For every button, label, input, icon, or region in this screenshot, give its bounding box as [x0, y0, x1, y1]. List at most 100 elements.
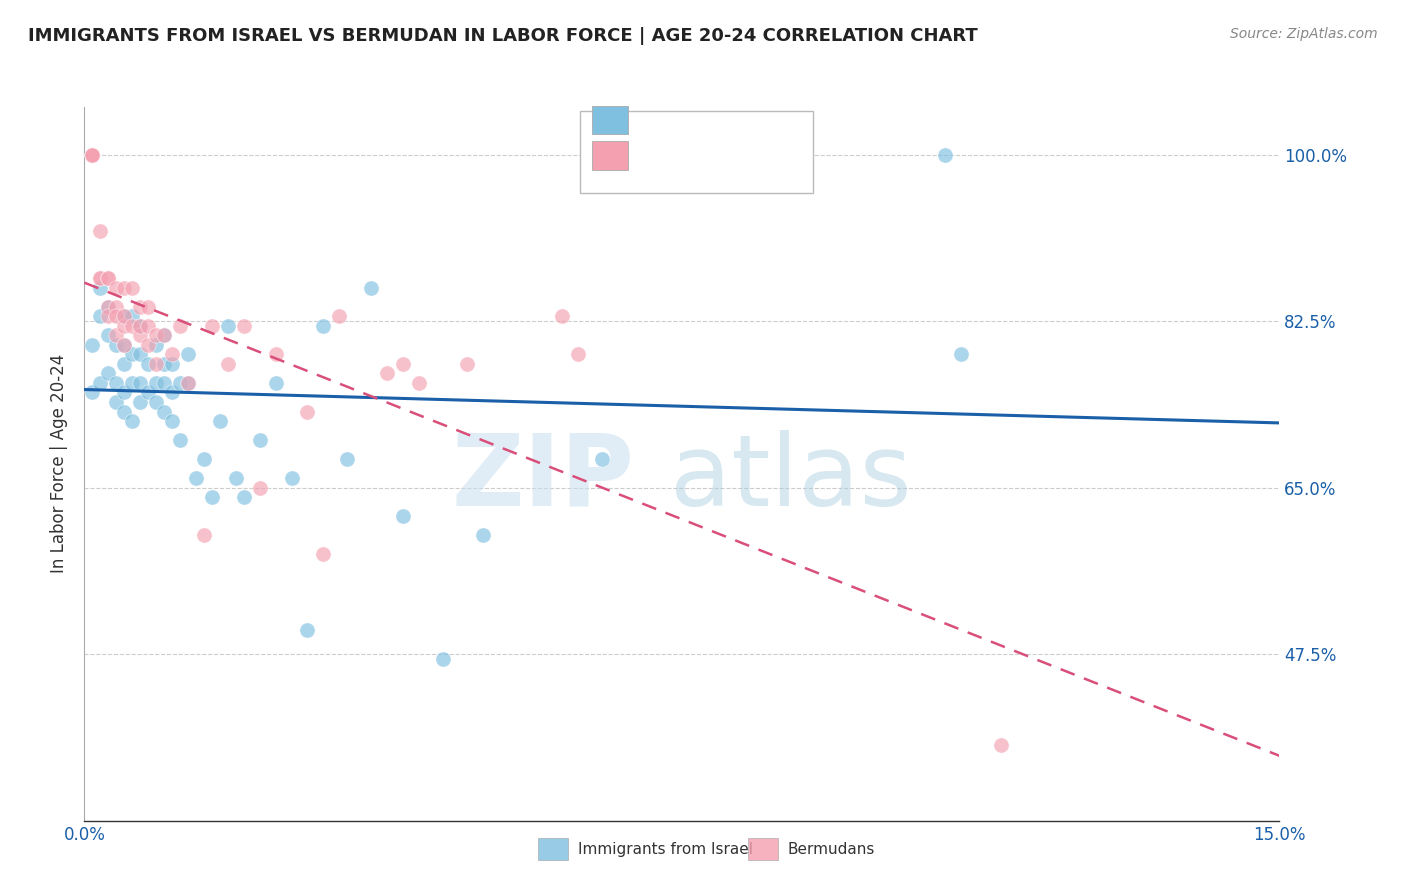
Point: [145, 376, 167, 390]
Point: [160, 357, 183, 371]
Point: [208, 414, 231, 428]
Point: [153, 376, 176, 390]
Text: atlas: atlas: [669, 430, 911, 526]
Point: [297, 624, 319, 638]
Point: [328, 310, 350, 324]
Point: [153, 328, 176, 343]
Point: [89, 281, 111, 295]
Point: [89, 376, 111, 390]
Point: [217, 318, 239, 333]
Point: [280, 471, 302, 485]
Point: [392, 357, 415, 371]
Text: N =: N =: [728, 161, 776, 178]
Point: [121, 310, 143, 324]
Point: [89, 271, 111, 285]
Point: [136, 385, 159, 400]
Point: [112, 318, 135, 333]
Bar: [592, 105, 628, 134]
Point: [89, 310, 111, 324]
Text: 49: 49: [773, 161, 797, 178]
Text: Bermudans: Bermudans: [787, 842, 875, 857]
Text: R =: R =: [640, 125, 676, 143]
Point: [336, 452, 359, 467]
Point: [105, 376, 128, 390]
Point: [201, 490, 224, 504]
Point: [112, 310, 135, 324]
Point: [82, 147, 104, 161]
Point: [129, 318, 152, 333]
Point: [360, 281, 382, 295]
Point: [89, 224, 111, 238]
Point: [153, 328, 176, 343]
Point: [121, 347, 143, 361]
Point: [312, 547, 335, 561]
Point: [82, 147, 104, 161]
Point: [551, 310, 574, 324]
Y-axis label: In Labor Force | Age 20-24: In Labor Force | Age 20-24: [49, 354, 67, 574]
Point: [129, 376, 152, 390]
Point: [82, 338, 104, 352]
Point: [121, 414, 143, 428]
Point: [136, 357, 159, 371]
Point: [82, 385, 104, 400]
Point: [217, 357, 239, 371]
Point: [160, 414, 183, 428]
Point: [105, 310, 128, 324]
Point: [129, 318, 152, 333]
Point: [145, 357, 167, 371]
Text: N =: N =: [728, 125, 776, 143]
Point: [456, 357, 478, 371]
Point: [375, 367, 398, 381]
Point: [169, 376, 191, 390]
Point: [112, 338, 135, 352]
Bar: [538, 838, 568, 860]
Point: [129, 300, 152, 314]
Point: [82, 147, 104, 161]
Point: [193, 528, 215, 542]
Point: [232, 318, 254, 333]
Point: [184, 471, 207, 485]
Point: [105, 328, 128, 343]
Point: [193, 452, 215, 467]
Point: [169, 318, 191, 333]
Point: [990, 738, 1012, 752]
Point: [201, 318, 224, 333]
Text: R =: R =: [640, 161, 676, 178]
Point: [264, 376, 287, 390]
Point: [105, 395, 128, 409]
Point: [567, 347, 589, 361]
Point: [264, 347, 287, 361]
Point: [591, 452, 613, 467]
Point: [169, 433, 191, 447]
Point: [82, 147, 104, 161]
Text: IMMIGRANTS FROM ISRAEL VS BERMUDAN IN LABOR FORCE | AGE 20-24 CORRELATION CHART: IMMIGRANTS FROM ISRAEL VS BERMUDAN IN LA…: [28, 27, 977, 45]
Point: [249, 433, 271, 447]
Text: Immigrants from Israel: Immigrants from Israel: [578, 842, 754, 857]
Point: [112, 338, 135, 352]
Point: [121, 376, 143, 390]
Point: [105, 338, 128, 352]
Point: [97, 328, 120, 343]
Point: [97, 300, 120, 314]
Point: [408, 376, 430, 390]
Point: [112, 404, 135, 418]
Point: [934, 147, 956, 161]
Text: ZIP: ZIP: [451, 430, 634, 526]
Point: [105, 281, 128, 295]
Point: [312, 318, 335, 333]
Point: [153, 404, 176, 418]
Text: Source: ZipAtlas.com: Source: ZipAtlas.com: [1230, 27, 1378, 41]
Point: [136, 318, 159, 333]
Point: [145, 328, 167, 343]
Point: [392, 509, 415, 524]
Point: [177, 376, 200, 390]
Point: [136, 338, 159, 352]
FancyBboxPatch shape: [581, 111, 813, 193]
Text: 0.395: 0.395: [678, 125, 731, 143]
Point: [97, 367, 120, 381]
Point: [97, 310, 120, 324]
Point: [145, 395, 167, 409]
Point: [432, 652, 454, 666]
Point: [949, 347, 972, 361]
Point: [145, 338, 167, 352]
